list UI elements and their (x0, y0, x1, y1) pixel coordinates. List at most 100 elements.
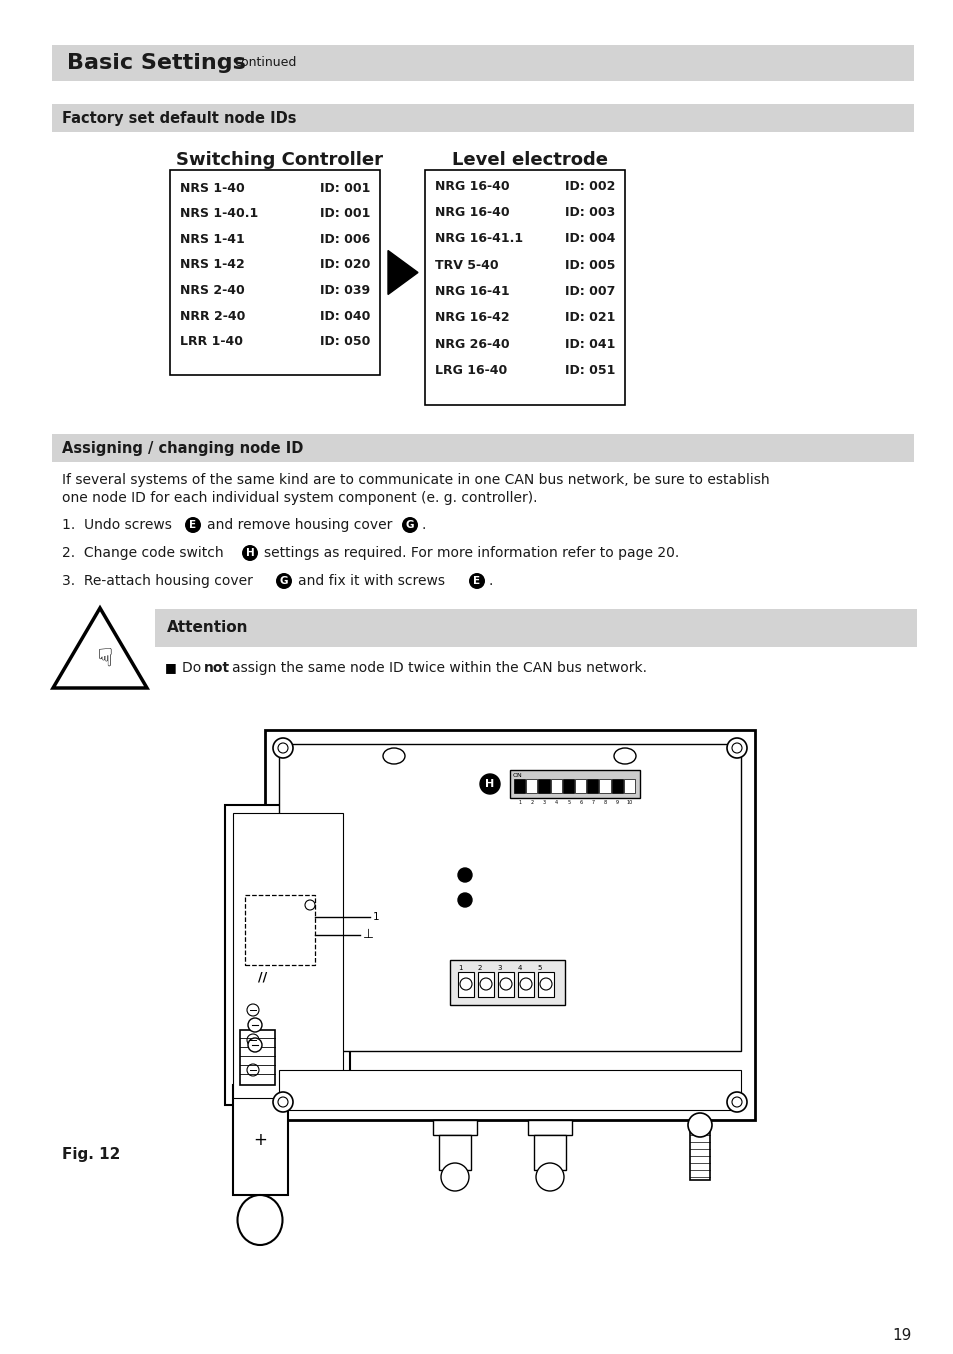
Text: ID: 007: ID: 007 (564, 286, 615, 298)
Text: NRG 16-40: NRG 16-40 (435, 206, 509, 219)
Text: settings as required. For more information refer to page 20.: settings as required. For more informati… (264, 546, 679, 561)
Bar (52, 435, 913, 462)
Text: Do: Do (182, 661, 206, 676)
Circle shape (185, 517, 201, 533)
Bar (497, 972, 514, 997)
Circle shape (499, 978, 512, 990)
Text: 2.  Change code switch: 2. Change code switch (62, 546, 223, 561)
Bar (598, 779, 610, 793)
Bar (245, 895, 314, 965)
Circle shape (247, 1005, 258, 1016)
Circle shape (726, 1091, 746, 1112)
Text: 3.  Re-attach housing cover: 3. Re-attach housing cover (62, 574, 253, 588)
Text: ID: 039: ID: 039 (319, 284, 370, 297)
Text: one node ID for each individual system component (e. g. controller).: one node ID for each individual system c… (62, 492, 537, 505)
Bar (457, 972, 474, 997)
Text: 19: 19 (891, 1327, 911, 1343)
Text: NRR 2-40: NRR 2-40 (180, 310, 245, 322)
Bar (450, 960, 564, 1005)
Bar (278, 1070, 740, 1110)
Circle shape (305, 900, 314, 910)
Text: H: H (485, 779, 494, 789)
Text: NRS 2-40: NRS 2-40 (180, 284, 245, 297)
Text: ID: 040: ID: 040 (319, 310, 370, 322)
Text: G: G (279, 575, 288, 586)
Text: Basic Settings: Basic Settings (67, 53, 246, 73)
Text: not: not (204, 661, 230, 676)
Text: ID: 004: ID: 004 (564, 233, 615, 245)
Text: NRS 1-42: NRS 1-42 (180, 259, 245, 271)
Circle shape (731, 1097, 741, 1108)
Text: 10: 10 (626, 800, 633, 806)
Bar (527, 1120, 572, 1135)
Text: NRS 1-40: NRS 1-40 (180, 181, 245, 195)
Bar (587, 779, 598, 793)
Polygon shape (388, 250, 417, 295)
Text: 8: 8 (603, 800, 606, 806)
Text: TRV 5-40: TRV 5-40 (435, 259, 498, 272)
Polygon shape (53, 608, 147, 688)
Bar (689, 1120, 709, 1179)
Text: H: H (245, 548, 254, 558)
Text: 2: 2 (530, 800, 534, 806)
Circle shape (277, 743, 288, 753)
Text: ID: 006: ID: 006 (319, 233, 370, 245)
Bar (433, 1120, 476, 1135)
Text: Attention: Attention (167, 620, 248, 635)
Text: ⊥: ⊥ (363, 929, 374, 941)
Text: 5: 5 (537, 965, 541, 971)
Bar (537, 779, 549, 793)
Text: ID: 021: ID: 021 (564, 311, 615, 325)
Text: and fix it with screws: and fix it with screws (297, 574, 444, 588)
Circle shape (273, 738, 293, 758)
Text: NRG 16-41: NRG 16-41 (435, 286, 509, 298)
Text: Fig. 12: Fig. 12 (62, 1147, 120, 1163)
Text: 1.  Undo screws: 1. Undo screws (62, 519, 172, 532)
Text: 1: 1 (457, 965, 462, 971)
Bar (170, 171, 379, 375)
Bar (438, 1135, 471, 1170)
Bar (225, 806, 350, 1105)
Bar (534, 1135, 565, 1170)
Bar (514, 779, 525, 793)
Text: +: + (253, 1131, 267, 1150)
Text: NRG 26-40: NRG 26-40 (435, 337, 509, 351)
Text: If several systems of the same kind are to communicate in one CAN bus network, b: If several systems of the same kind are … (62, 473, 769, 487)
Bar (424, 171, 624, 405)
Text: ■: ■ (165, 662, 176, 674)
Text: ID: 001: ID: 001 (319, 181, 370, 195)
Bar (526, 779, 537, 793)
Text: 1: 1 (373, 913, 379, 922)
Circle shape (519, 978, 532, 990)
Circle shape (242, 546, 257, 561)
Text: 3: 3 (542, 800, 545, 806)
Circle shape (247, 1064, 258, 1076)
Text: LRR 1-40: LRR 1-40 (180, 336, 243, 348)
Circle shape (731, 743, 741, 753)
Bar (550, 779, 561, 793)
Bar (611, 779, 622, 793)
Circle shape (248, 1018, 262, 1032)
Ellipse shape (382, 747, 405, 764)
Text: ID: 003: ID: 003 (564, 206, 615, 219)
Text: 1: 1 (518, 800, 521, 806)
Text: and remove housing cover: and remove housing cover (207, 519, 392, 532)
Bar (52, 104, 913, 131)
Text: Level electrode: Level electrode (452, 152, 607, 169)
Text: NRS 1-41: NRS 1-41 (180, 233, 245, 245)
Text: LRG 16-40: LRG 16-40 (435, 364, 507, 378)
Bar (562, 779, 574, 793)
Bar (240, 1030, 274, 1085)
Circle shape (273, 1091, 293, 1112)
Bar (623, 779, 635, 793)
Text: G: G (405, 520, 414, 529)
Ellipse shape (614, 747, 636, 764)
Text: assign the same node ID twice within the CAN bus network.: assign the same node ID twice within the… (232, 661, 646, 676)
Text: 9: 9 (616, 800, 618, 806)
Text: ON: ON (513, 773, 522, 779)
Text: NRG 16-41.1: NRG 16-41.1 (435, 233, 522, 245)
Text: NRG 16-42: NRG 16-42 (435, 311, 509, 325)
Text: continued: continued (233, 57, 296, 69)
Text: ID: 051: ID: 051 (564, 364, 615, 378)
Text: NRS 1-40.1: NRS 1-40.1 (180, 207, 258, 221)
